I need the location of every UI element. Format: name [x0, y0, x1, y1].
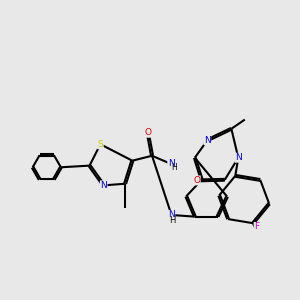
Text: N: N: [235, 153, 242, 162]
Text: N: N: [168, 160, 175, 169]
Text: F: F: [254, 222, 259, 231]
Text: N: N: [204, 136, 211, 145]
Text: N: N: [100, 181, 107, 190]
Text: O: O: [144, 128, 151, 137]
Text: O: O: [193, 176, 200, 185]
Text: H: H: [169, 216, 175, 225]
Text: H: H: [172, 163, 177, 172]
Text: N: N: [168, 211, 175, 220]
Text: S: S: [98, 140, 103, 149]
